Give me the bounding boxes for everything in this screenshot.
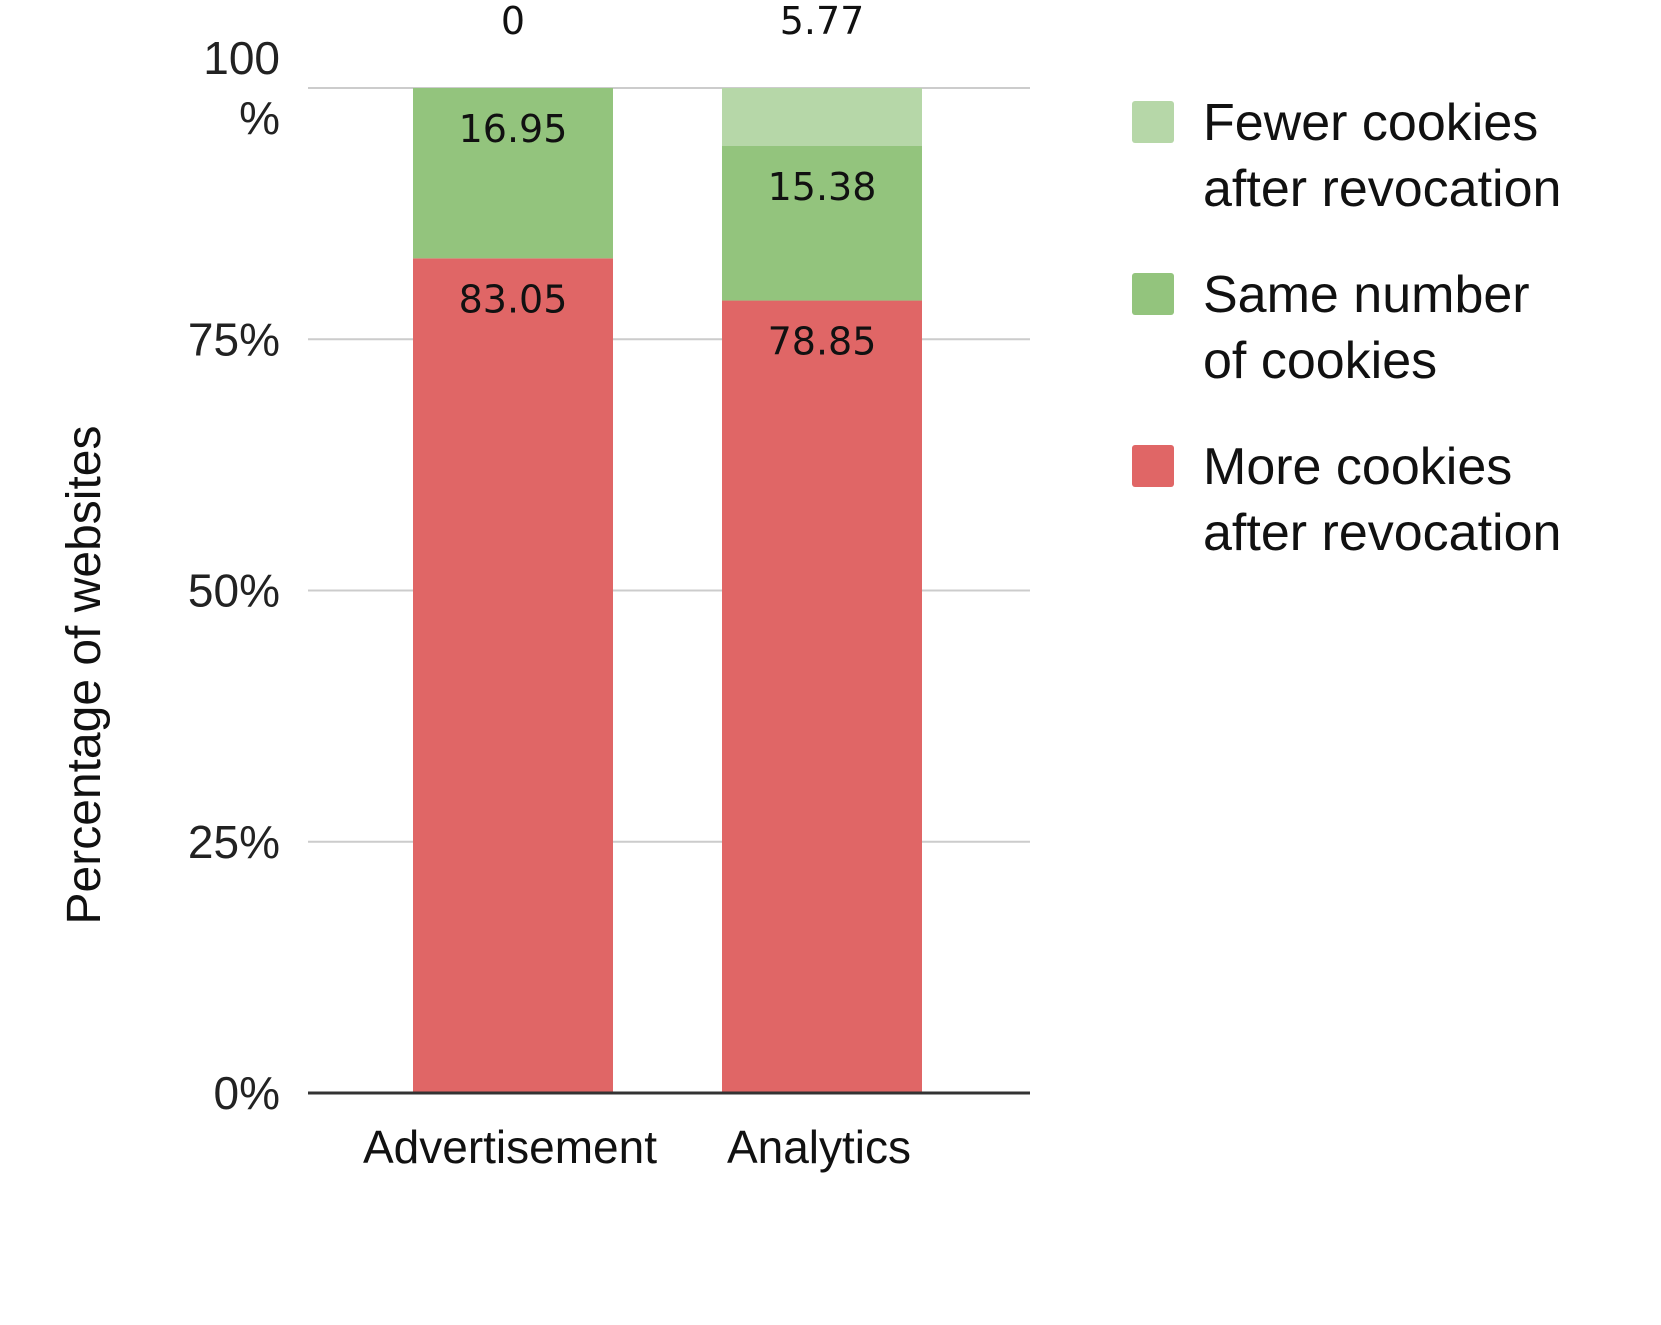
bar-segment <box>722 145 922 301</box>
y-tick-label: 0% <box>214 1067 280 1119</box>
legend-swatch <box>1132 101 1174 143</box>
data-label: 5.77 <box>780 0 865 43</box>
legend-label: Fewer cookies after revocation <box>1203 94 1561 218</box>
bar-segment <box>413 258 613 1093</box>
y-tick-label: 100% <box>203 32 280 144</box>
x-axis: Advertisement Analytics <box>308 1091 1030 1173</box>
y-tick-label: 50% <box>188 565 280 617</box>
x-category-label: Analytics <box>727 1121 911 1173</box>
data-label: 83.05 <box>459 277 568 321</box>
bar-segment <box>722 300 922 1093</box>
bar-segment <box>722 88 922 146</box>
bar-segment <box>413 88 613 259</box>
legend: Fewer cookies after revocation Same number… <box>1132 94 1561 562</box>
data-label: 0 <box>501 0 525 43</box>
legend-swatch <box>1132 445 1174 487</box>
bars <box>413 88 922 1093</box>
data-labels: 83.05 16.95 0 78.85 15.38 5.77 <box>459 0 877 364</box>
data-label: 78.85 <box>768 320 877 364</box>
x-category-label: Advertisement <box>363 1121 657 1173</box>
data-label: 16.95 <box>459 107 568 151</box>
legend-label: More cookies after revocation <box>1203 438 1561 562</box>
y-tick-label: 75% <box>188 313 280 365</box>
legend-label: Same number of cookies <box>1203 266 1530 390</box>
y-tick-label: 25% <box>188 816 280 868</box>
y-axis-title: Percentage of websites <box>58 426 111 925</box>
y-axis: 0% 25% 50% 75% 100% <box>188 32 280 1119</box>
legend-swatch <box>1132 273 1174 315</box>
data-label: 15.38 <box>768 165 877 209</box>
